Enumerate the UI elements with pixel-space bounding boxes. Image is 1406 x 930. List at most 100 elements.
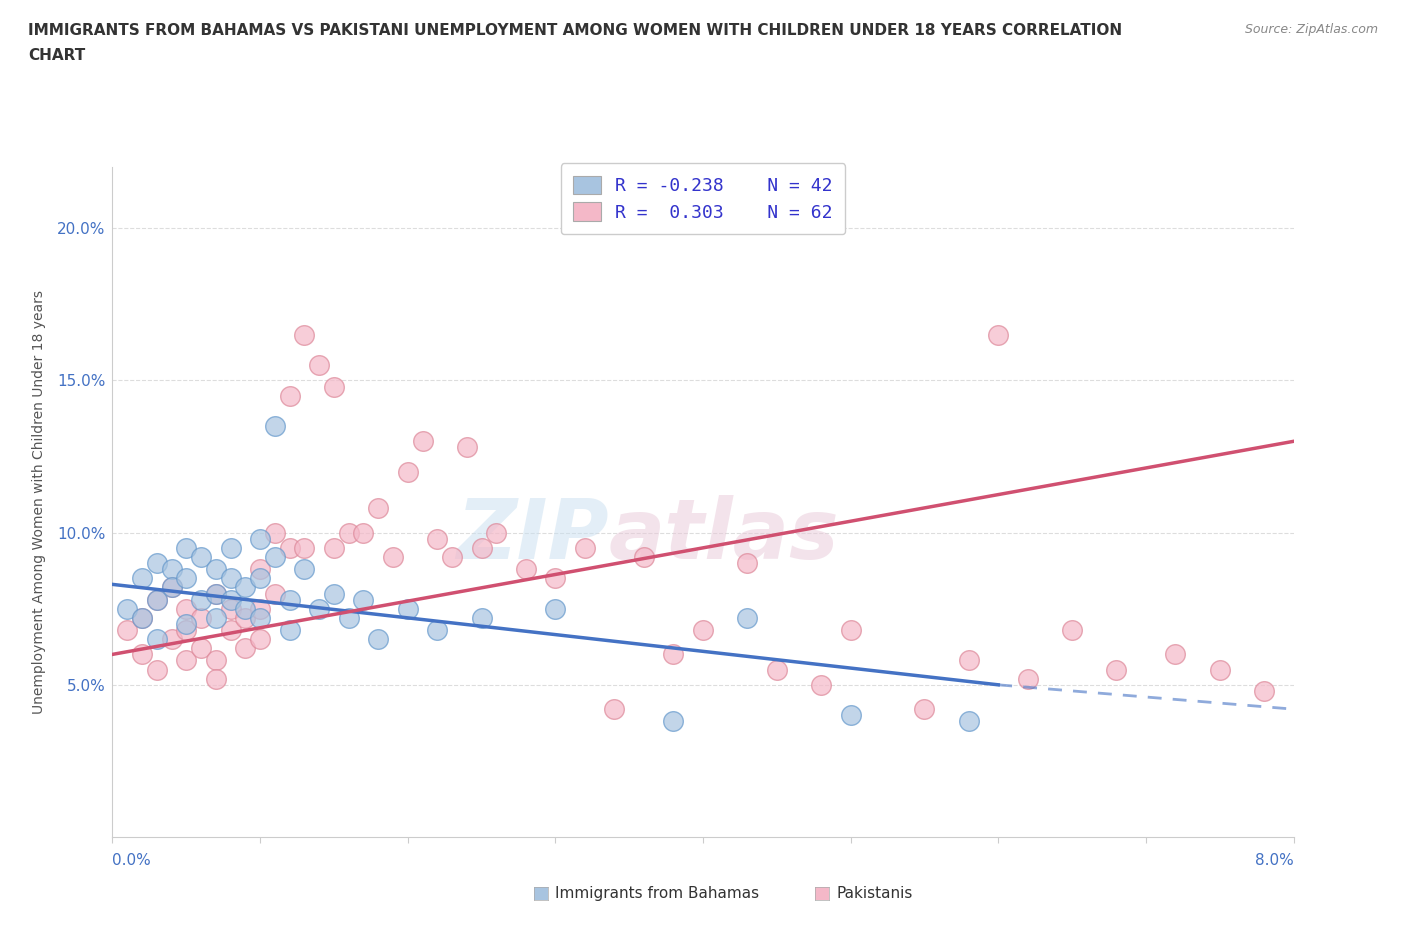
Point (264, 550, 287, 565)
Point (1208, 662, 1232, 677)
Point (146, 592, 169, 607)
Point (249, 631, 271, 646)
Point (810, 677, 832, 692)
Point (367, 631, 389, 646)
Point (233, 641, 256, 656)
Point (233, 580, 256, 595)
Point (160, 631, 183, 646)
Point (278, 592, 301, 607)
Legend: R = -0.238    N = 42, R =  0.303    N = 62: R = -0.238 N = 42, R = 0.303 N = 62 (561, 163, 845, 234)
Point (174, 571, 197, 586)
Point (131, 610, 153, 625)
Point (737, 555, 759, 570)
Point (278, 622, 301, 637)
Point (292, 327, 315, 342)
Point (323, 379, 346, 394)
Point (249, 531, 271, 546)
Point (205, 671, 228, 686)
Point (603, 702, 626, 717)
Point (914, 702, 936, 717)
Point (471, 610, 494, 625)
Point (233, 610, 256, 625)
Point (337, 525, 360, 540)
Point (205, 586, 228, 601)
Text: Source: ZipAtlas.com: Source: ZipAtlas.com (1244, 23, 1378, 36)
Point (396, 464, 419, 479)
Point (1164, 647, 1187, 662)
Point (1017, 671, 1039, 686)
Point (839, 708, 862, 723)
Point (515, 562, 537, 577)
Point (190, 592, 212, 607)
Point (308, 358, 330, 373)
Point (117, 622, 138, 637)
Point (174, 540, 197, 555)
Point (337, 610, 360, 625)
Text: Immigrants from Bahamas: Immigrants from Bahamas (555, 886, 759, 901)
Point (292, 562, 315, 577)
Point (219, 540, 242, 555)
Point (146, 555, 169, 570)
Point (278, 388, 301, 403)
Point (1105, 662, 1128, 677)
Point (544, 602, 567, 617)
Point (219, 622, 242, 637)
Point (426, 622, 449, 637)
Point (249, 562, 271, 577)
Point (412, 434, 434, 449)
Y-axis label: Unemployment Among Women with Children Under 18 years: Unemployment Among Women with Children U… (32, 290, 46, 714)
Point (146, 592, 169, 607)
Point (1062, 622, 1084, 637)
Point (160, 562, 183, 577)
Point (396, 602, 419, 617)
Text: ZIP: ZIP (456, 495, 609, 577)
Point (471, 540, 494, 555)
Point (426, 531, 449, 546)
Point (323, 540, 346, 555)
Point (382, 550, 405, 565)
Point (662, 714, 685, 729)
Point (544, 571, 567, 586)
Point (574, 540, 596, 555)
Point (219, 592, 242, 607)
Point (839, 622, 862, 637)
Point (219, 571, 242, 586)
Point (308, 602, 330, 617)
Point (190, 550, 212, 565)
Text: atlas: atlas (609, 495, 839, 577)
Text: Pakistanis: Pakistanis (837, 886, 912, 901)
Point (174, 653, 197, 668)
Point (249, 610, 271, 625)
Point (456, 440, 478, 455)
Point (292, 540, 315, 555)
Point (131, 647, 153, 662)
Point (219, 602, 242, 617)
Point (765, 662, 787, 677)
Text: IMMIGRANTS FROM BAHAMAS VS PAKISTANI UNEMPLOYMENT AMONG WOMEN WITH CHILDREN UNDE: IMMIGRANTS FROM BAHAMAS VS PAKISTANI UNE… (28, 23, 1122, 38)
Point (278, 540, 301, 555)
Text: 0.0%: 0.0% (112, 853, 152, 868)
Text: 8.0%: 8.0% (1254, 853, 1294, 868)
Point (190, 641, 212, 656)
Point (174, 617, 197, 631)
Point (146, 631, 169, 646)
Point (1253, 684, 1275, 698)
Point (249, 602, 271, 617)
Point (117, 602, 138, 617)
Point (249, 571, 271, 586)
Point (352, 592, 374, 607)
Point (233, 602, 256, 617)
Point (174, 622, 197, 637)
Point (190, 610, 212, 625)
Text: CHART: CHART (28, 48, 86, 63)
Point (160, 580, 183, 595)
Point (205, 610, 228, 625)
Point (323, 586, 346, 601)
Point (957, 653, 980, 668)
Point (264, 418, 287, 433)
Point (441, 550, 464, 565)
Point (205, 653, 228, 668)
Point (957, 714, 980, 729)
Point (160, 580, 183, 595)
Point (146, 662, 169, 677)
